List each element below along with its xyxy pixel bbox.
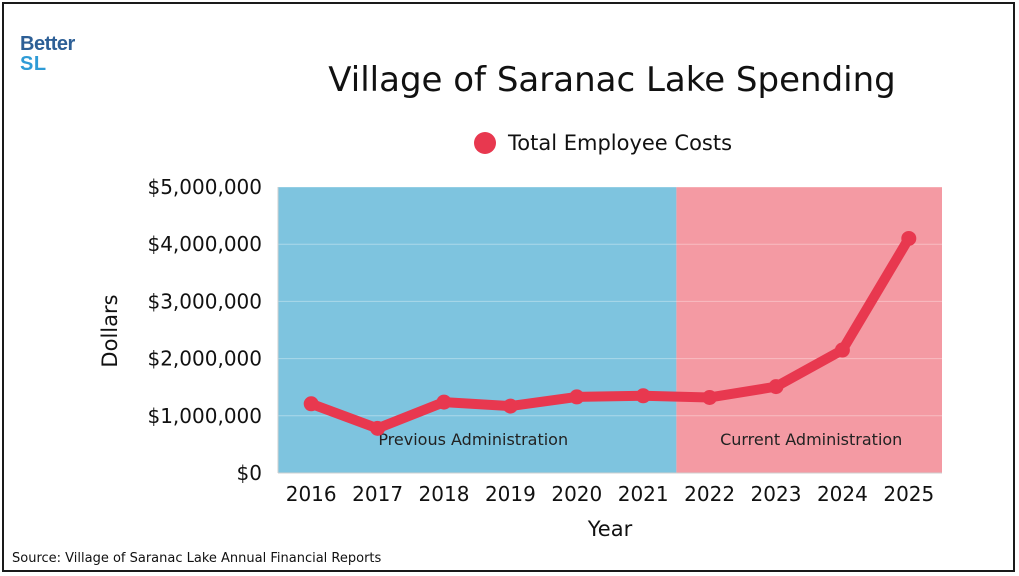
- logo-line1: Better: [20, 33, 75, 55]
- y-tick-label: $4,000,000: [147, 232, 262, 256]
- x-tick-label: 2022: [684, 482, 735, 506]
- x-axis-title: Year: [587, 517, 633, 541]
- y-tick-label: $3,000,000: [147, 289, 262, 313]
- x-tick-label: 2017: [352, 482, 403, 506]
- data-point-2025: [901, 230, 917, 246]
- x-tick-label: 2025: [883, 482, 934, 506]
- y-tick-label: $5,000,000: [147, 175, 262, 199]
- source-note: Source: Village of Saranac Lake Annual F…: [12, 551, 382, 566]
- region-current: [676, 187, 942, 473]
- data-point-2021: [635, 388, 651, 404]
- y-tick-label: $2,000,000: [147, 347, 262, 371]
- logo: Better SL: [20, 34, 75, 74]
- data-point-2023: [768, 379, 784, 395]
- series-line: [306, 233, 914, 434]
- data-point-2017: [370, 420, 386, 436]
- legend-marker: [474, 132, 496, 154]
- y-tick-label: $0: [237, 461, 262, 485]
- data-point-2016: [303, 396, 319, 412]
- region-label-current: Current Administration: [720, 430, 902, 449]
- x-tick-label: 2018: [419, 482, 470, 506]
- region-previous: [278, 187, 677, 473]
- x-tick-label: 2023: [751, 482, 802, 506]
- legend-label: Total Employee Costs: [508, 131, 733, 155]
- logo-line2: SL: [20, 53, 47, 75]
- data-point-2018: [436, 394, 452, 410]
- x-tick-label: 2021: [618, 482, 669, 506]
- x-tick-label: 2019: [485, 482, 536, 506]
- data-point-2024: [834, 342, 850, 358]
- x-tick-label: 2016: [286, 482, 337, 506]
- y-axis-title: Dollars: [98, 294, 122, 367]
- y-tick-label: $1,000,000: [147, 404, 262, 428]
- legend: Total Employee Costs: [474, 131, 732, 155]
- x-tick-label: 2024: [817, 482, 868, 506]
- data-point-2019: [502, 398, 518, 414]
- x-tick-label: 2020: [551, 482, 602, 506]
- region-label-previous: Previous Administration: [378, 430, 568, 449]
- data-point-2020: [569, 389, 585, 405]
- data-point-2022: [702, 389, 718, 405]
- chart-title: Village of Saranac Lake Spending: [328, 60, 896, 100]
